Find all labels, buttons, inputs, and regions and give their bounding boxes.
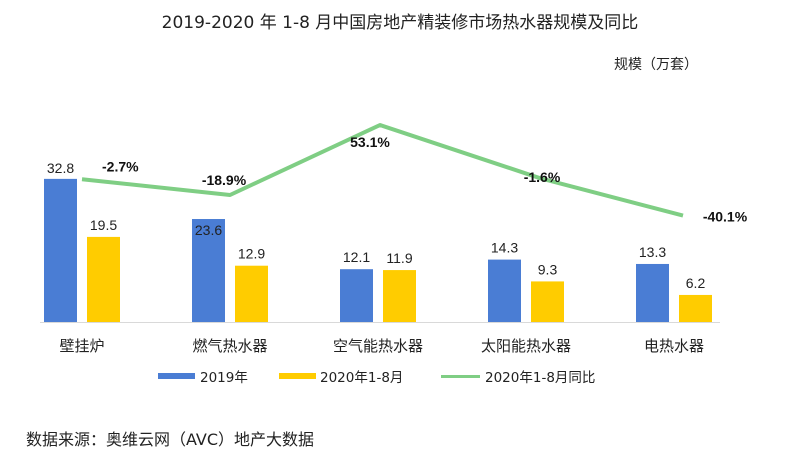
- data-label: 12.9: [238, 246, 265, 262]
- chart-title: 2019-2020 年 1-8 月中国房地产精装修市场热水器规模及同比: [161, 13, 639, 33]
- line-data-label: 53.1%: [350, 134, 390, 150]
- yoy-line: [81, 123, 684, 218]
- bar-2020-4: [679, 294, 712, 322]
- legend-swatch-2: [441, 375, 480, 378]
- line-data-label: -18.9%: [202, 172, 247, 188]
- bar-2020-1: [235, 265, 268, 322]
- legend-swatch-1: [279, 373, 316, 379]
- data-label: 13.3: [639, 244, 666, 260]
- legend-label: 2020年1-8月: [320, 370, 403, 386]
- bar-2020-2: [383, 270, 416, 322]
- x-tick-label: 燃气热水器: [192, 337, 267, 355]
- data-label: 14.3: [491, 240, 518, 256]
- bar-2019-0: [44, 178, 77, 322]
- bar-2019-3: [488, 259, 521, 322]
- x-tick-label: 电热水器: [644, 337, 704, 355]
- data-label: 23.6: [195, 222, 222, 238]
- y-axis-label: 规模（万套）: [614, 57, 698, 73]
- data-label: 9.3: [538, 261, 558, 277]
- bar-2020-3: [531, 281, 564, 322]
- data-label: 32.8: [47, 160, 74, 176]
- line-data-label: -1.6%: [524, 169, 561, 185]
- data-label: 6.2: [686, 275, 706, 291]
- x-tick-label: 空气能热水器: [333, 337, 423, 355]
- line-data-label: -2.7%: [102, 158, 139, 174]
- bar-2019-2: [340, 269, 373, 322]
- legend-label: 2019年: [200, 370, 248, 386]
- data-source: 数据来源：奥维云网（AVC）地产大数据: [26, 430, 315, 449]
- line-data-label: -40.1%: [703, 209, 748, 225]
- x-tick-label: 壁挂炉: [59, 337, 104, 355]
- bar-2020-0: [87, 236, 120, 322]
- x-tick-label: 太阳能热水器: [481, 337, 571, 355]
- data-label: 19.5: [90, 217, 117, 233]
- data-label: 11.9: [386, 250, 412, 266]
- legend-swatch-0: [158, 373, 195, 379]
- bar-2019-1: [192, 219, 225, 322]
- data-label: 12.1: [343, 249, 370, 265]
- bar-2019-4: [636, 263, 669, 322]
- legend-label: 2020年1-8月同比: [485, 370, 595, 386]
